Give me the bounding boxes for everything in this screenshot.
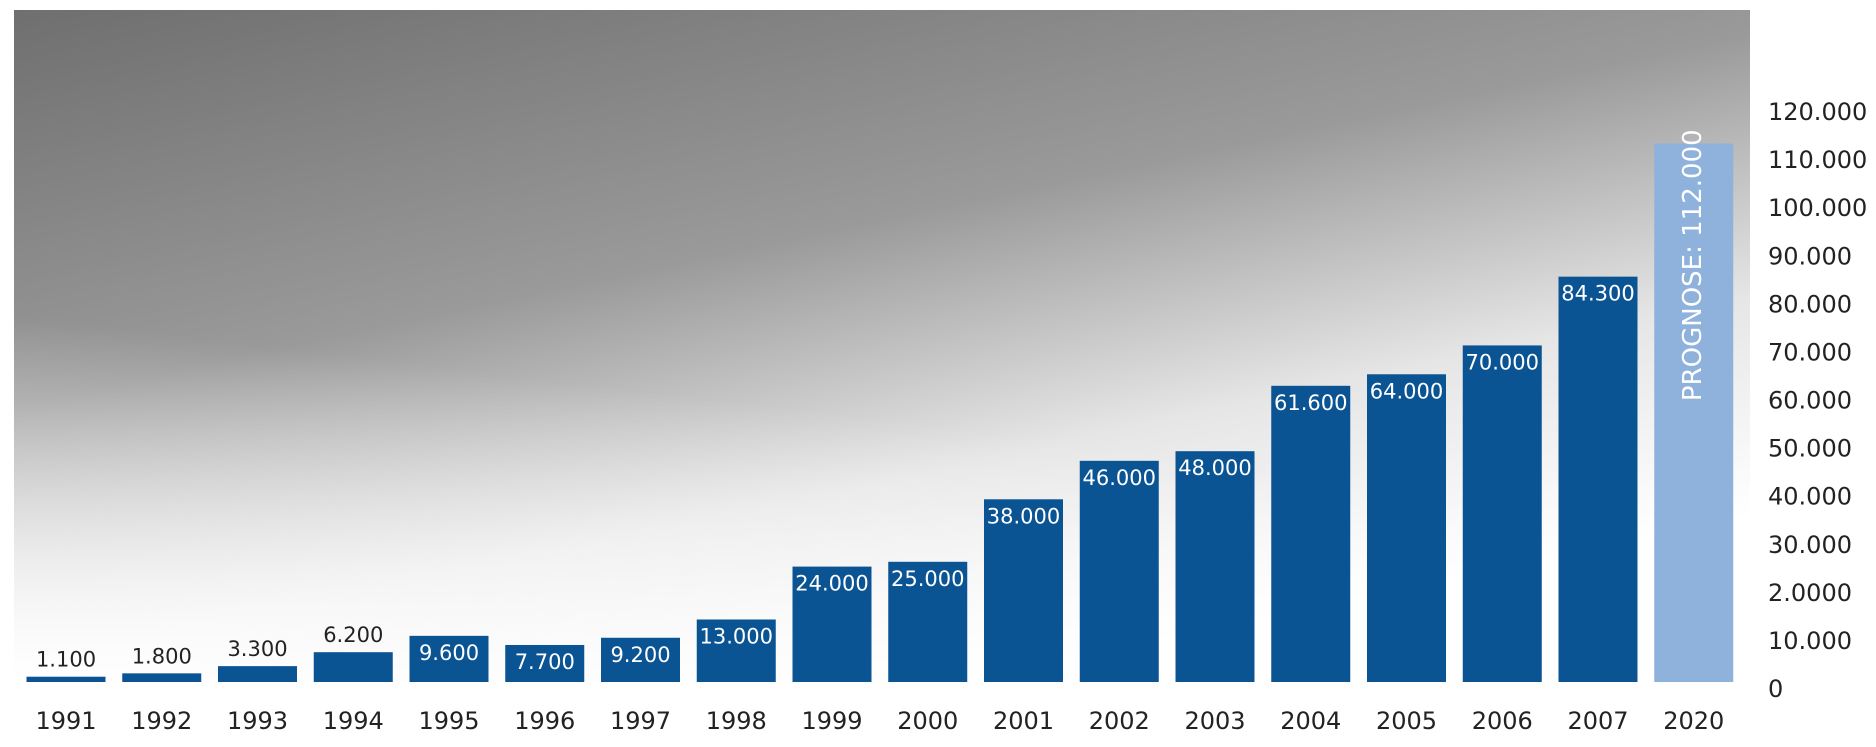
value-label: 48.000 [1178,456,1251,480]
value-label: 46.000 [1083,466,1156,490]
bar [792,566,872,682]
x-tick-label: 1998 [706,707,767,735]
value-label: 9.600 [419,641,479,665]
value-label: 25.000 [891,567,964,591]
x-tick-label: 2020 [1663,707,1724,735]
x-tick-label: 2005 [1376,707,1437,735]
value-label: PROGNOSE: 112.000 [1678,129,1708,401]
y-tick-label: 120.000 [1768,98,1867,126]
x-tick-label: 1996 [514,707,575,735]
y-tick-label: 60.000 [1768,387,1852,415]
y-tick-label: 70.000 [1768,338,1852,366]
bar [1654,143,1734,682]
x-tick-label: 2000 [897,707,958,735]
y-tick-label: 0 [1768,675,1783,703]
bar [26,676,106,682]
bar [1271,385,1351,682]
y-tick-label: 40.000 [1768,483,1852,511]
x-tick-label: 1999 [801,707,862,735]
x-tick-label: 1993 [227,707,288,735]
x-tick-label: 2001 [993,707,1054,735]
x-tick-label: 2007 [1567,707,1628,735]
value-label: 61.600 [1274,391,1347,415]
value-label: 70.000 [1466,350,1539,374]
x-tick-label: 1995 [418,707,479,735]
bar [1175,451,1255,682]
background-fade [14,10,1750,682]
bar [1558,276,1638,682]
bar [505,644,585,682]
x-tick-label: 2003 [1184,707,1245,735]
bar [984,499,1063,682]
bar [122,673,202,682]
value-label: 38.000 [987,504,1060,528]
y-tick-label: 100.000 [1768,194,1867,222]
bar [601,637,680,682]
x-tick-label: 1991 [35,707,96,735]
y-tick-label: 10.000 [1768,627,1852,655]
value-label: 3.300 [227,637,287,661]
bar [696,619,776,682]
y-tick-label: 110.000 [1768,146,1867,174]
x-tick-label: 2006 [1472,707,1533,735]
bar [1079,460,1159,682]
value-label: 64.000 [1370,379,1443,403]
x-tick-label: 2004 [1280,707,1341,735]
value-label: 84.300 [1561,282,1634,306]
y-tick-label: 90.000 [1768,242,1852,270]
bar [1462,345,1542,682]
y-tick-label: 2.0000 [1768,579,1852,607]
value-label: 7.700 [515,650,575,674]
y-tick-label: 80.000 [1768,290,1852,318]
y-tick-label: 50.000 [1768,435,1852,463]
value-label: 13.000 [700,624,773,648]
bar [313,652,393,682]
bar [888,561,968,682]
value-label: 1.100 [36,648,96,672]
x-tick-label: 1997 [610,707,671,735]
y-tick-label: 30.000 [1768,531,1852,559]
bar [1367,374,1446,682]
bar [409,635,489,682]
value-label: 6.200 [323,623,383,647]
value-label: 24.000 [795,572,868,596]
value-label: 1.800 [132,644,192,668]
x-tick-label: 1994 [323,707,384,735]
bar [218,666,297,682]
x-tick-label: 2002 [1089,707,1150,735]
x-tick-label: 1992 [131,707,192,735]
value-label: 9.200 [610,643,670,667]
